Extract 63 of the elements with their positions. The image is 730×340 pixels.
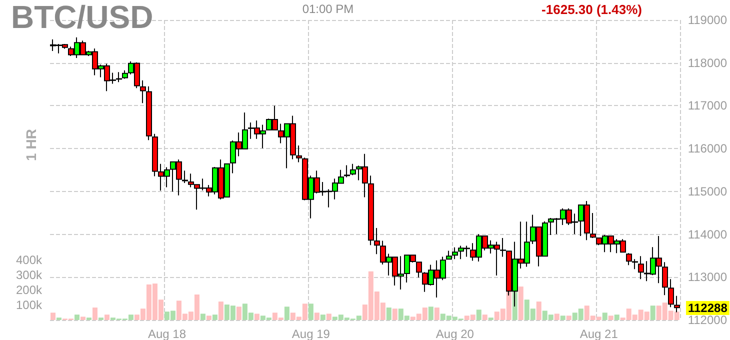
y-tick-label: 118000	[688, 56, 728, 70]
y-tick-label: 119000	[688, 13, 728, 27]
bar	[320, 314, 326, 320]
bar	[614, 314, 620, 320]
bar	[566, 316, 572, 320]
candlestick	[374, 228, 380, 255]
candlestick	[368, 175, 374, 246]
text: 112288	[688, 301, 728, 315]
y-tick-label: 117000	[688, 98, 728, 113]
bar	[236, 306, 242, 320]
text: 01:00 PM	[302, 2, 354, 16]
candlestick	[452, 246, 458, 260]
y2-tick-label: 100k	[16, 298, 43, 312]
y2-tick-label: 400k	[16, 253, 43, 267]
bar	[284, 306, 290, 320]
bar	[392, 308, 398, 320]
y-tick-label: 113000	[688, 270, 728, 284]
candlestick	[446, 250, 452, 260]
candlestick	[296, 145, 302, 163]
y-tick-label: 116000	[688, 142, 728, 156]
y-tick-label: 115000	[688, 184, 728, 198]
bar	[428, 306, 434, 320]
bar	[200, 314, 206, 320]
bar	[560, 316, 566, 320]
bar	[386, 308, 392, 320]
candlestick	[590, 212, 596, 239]
bar	[218, 302, 224, 320]
bar	[476, 310, 482, 320]
candlestick	[638, 256, 644, 280]
y-tick-label: 112000	[688, 313, 728, 327]
candlestick	[668, 278, 674, 308]
y2-tick-label: 300k	[16, 268, 43, 282]
bar	[602, 312, 608, 320]
candlestick	[152, 133, 158, 177]
bar	[104, 314, 110, 320]
bar	[74, 314, 80, 320]
candlestick	[344, 164, 350, 178]
bar	[206, 316, 212, 320]
bar	[554, 314, 560, 320]
chart-title: BTC/USD	[11, 0, 154, 35]
candlestick	[116, 72, 122, 83]
bar	[254, 314, 260, 320]
bar	[608, 316, 614, 320]
bar	[314, 312, 320, 320]
candlestick	[182, 170, 188, 184]
bar	[80, 316, 86, 320]
text: -1625.30 (1.43%)	[542, 2, 642, 17]
bar	[92, 308, 98, 320]
candlestick	[122, 70, 128, 80]
bar	[50, 312, 56, 320]
candlestick	[350, 163, 356, 176]
bar	[308, 304, 314, 320]
text: 1 HR	[23, 129, 39, 161]
y-tick-label: 114000	[688, 227, 728, 242]
bar	[434, 308, 440, 320]
bar	[650, 306, 656, 320]
bar	[518, 286, 524, 320]
y2-tick-label: 200k	[16, 283, 43, 297]
bar	[536, 302, 542, 320]
bar	[326, 314, 332, 320]
bar	[212, 314, 218, 320]
bar	[482, 314, 488, 320]
candlestick	[662, 262, 668, 296]
